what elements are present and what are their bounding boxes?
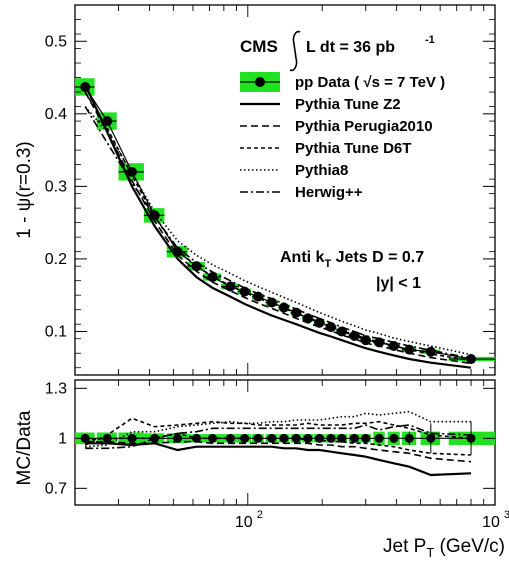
ratio-data-point xyxy=(426,433,436,443)
ratio-data-point xyxy=(389,433,399,443)
x-axis-label-subscript: T xyxy=(426,545,434,560)
main-data-point xyxy=(349,330,360,341)
main-y-tick-label: 0.3 xyxy=(45,178,67,195)
main-data-point xyxy=(102,116,113,127)
integral-symbol xyxy=(289,30,301,72)
ratio-data-point xyxy=(337,433,347,443)
ratio-curve-pythia8 xyxy=(85,410,471,448)
main-data-point xyxy=(207,272,218,283)
main-data-point xyxy=(191,261,202,272)
main-y-tick-label: 0.1 xyxy=(45,323,67,340)
legend-label: Pythia Tune Z2 xyxy=(295,96,401,113)
legend: pp Data ( √s = 7 TeV ) Pythia Tune Z2 Pyth… xyxy=(240,72,445,201)
ratio-data-points xyxy=(80,421,476,455)
ratio-data-point xyxy=(150,433,160,443)
main-axis-ticks: 0.1 0.2 0.3 0.4 0.5 xyxy=(45,5,496,375)
ratio-data-point xyxy=(349,433,359,443)
ratio-data-point xyxy=(291,433,301,443)
jets-label-suffix: Jets D = 0.7 xyxy=(331,249,424,266)
main-data-point xyxy=(149,210,160,221)
x-axis-label-unit: (GeV/c) xyxy=(434,536,505,557)
main-data-point xyxy=(172,246,183,257)
ratio-curve-pythia-perugia2010 xyxy=(85,440,472,463)
x-tick-label: 10 xyxy=(482,514,500,531)
ratio-data-point xyxy=(374,433,384,443)
ratio-data-point xyxy=(279,433,289,443)
jets-label-subscript: T xyxy=(324,258,331,270)
main-plot-frame xyxy=(74,4,496,376)
main-data-point xyxy=(360,335,371,346)
main-data-point xyxy=(266,297,277,308)
main-data-point xyxy=(388,340,399,351)
main-data-point xyxy=(302,313,313,324)
main-data-point xyxy=(225,281,236,292)
legend-label: Pythia8 xyxy=(295,162,348,179)
ratio-data-point xyxy=(361,433,371,443)
main-data-point xyxy=(291,307,302,318)
rapidity-label: |y| < 1 xyxy=(376,275,421,292)
main-data-points xyxy=(75,81,495,365)
cms-label: CMS xyxy=(240,37,278,56)
main-data-point xyxy=(314,317,325,328)
ratio-data-point xyxy=(102,433,112,443)
ratio-y-tick-label: 1 xyxy=(58,430,67,447)
ratio-data-point xyxy=(404,433,414,443)
lumi-label: L dt = 36 pb xyxy=(306,39,395,56)
ratio-data-point xyxy=(267,433,277,443)
x-tick-label: 10 xyxy=(235,514,253,531)
main-data-point xyxy=(239,286,250,297)
main-data-point xyxy=(466,354,477,365)
main-data-point xyxy=(253,291,264,302)
jets-label-prefix: Anti k xyxy=(280,249,325,266)
main-panel: 0.1 0.2 0.3 0.4 0.5 1 - ψ(r=0.3) CMS L dt = … xyxy=(14,4,496,376)
ratio-data-point xyxy=(208,433,218,443)
x-axis-label-main: Jet P xyxy=(383,536,426,557)
main-data-point xyxy=(425,346,436,357)
ratio-panel: 0.7 1 1.3 10 2 10 3 MC/Data Jet PT (GeV/c) xyxy=(14,379,509,560)
ratio-data-point xyxy=(240,433,250,443)
legend-swatch-data-marker xyxy=(255,77,265,87)
legend-label: Pythia Tune D6T xyxy=(295,140,411,157)
ratio-data-point xyxy=(303,433,313,443)
legend-label: Pythia Perugia2010 xyxy=(295,118,433,135)
ratio-data-point xyxy=(127,433,137,443)
x-tick-label-exponent: 3 xyxy=(504,509,509,521)
main-y-tick-label: 0.4 xyxy=(45,106,67,123)
main-data-point xyxy=(404,344,415,355)
lumi-superscript: -1 xyxy=(425,34,435,46)
ratio-data-point xyxy=(191,433,201,443)
legend-label: Herwig++ xyxy=(295,184,363,201)
main-data-point xyxy=(374,337,385,348)
ratio-y-tick-label: 0.7 xyxy=(45,480,67,497)
main-y-tick-label: 0.2 xyxy=(45,251,67,268)
main-data-point xyxy=(336,326,347,337)
ratio-data-point xyxy=(466,433,476,443)
main-data-point xyxy=(126,166,137,177)
ratio-data-point xyxy=(314,433,324,443)
ratio-data-point xyxy=(225,433,235,443)
ratio-data-point xyxy=(326,433,336,443)
ratio-curve-pythia-tune-z2 xyxy=(85,442,472,477)
legend-label: pp Data ( √s = 7 TeV ) xyxy=(295,74,445,91)
main-y-tick-label: 0.5 xyxy=(45,33,67,50)
ratio-data-point xyxy=(253,433,263,443)
main-curve-pythia8 xyxy=(84,106,472,356)
ratio-y-tick-label: 1.3 xyxy=(45,380,67,397)
jets-label: Anti kT Jets D = 0.7 xyxy=(280,249,424,270)
ratio-data-point xyxy=(173,433,183,443)
x-tick-label-exponent: 2 xyxy=(257,509,263,521)
ratio-curve-herwig- xyxy=(85,424,472,450)
main-data-point xyxy=(325,322,336,333)
main-data-point xyxy=(80,81,91,92)
ratio-y-axis-label: MC/Data xyxy=(14,410,35,485)
main-data-point xyxy=(278,302,289,313)
main-y-axis-label: 1 - ψ(r=0.3) xyxy=(14,141,35,239)
main-curve-herwig- xyxy=(84,106,472,360)
ratio-axis-ticks: 0.7 1 1.3 10 2 10 3 xyxy=(45,380,509,531)
x-axis-label: Jet PT (GeV/c) xyxy=(383,536,505,560)
